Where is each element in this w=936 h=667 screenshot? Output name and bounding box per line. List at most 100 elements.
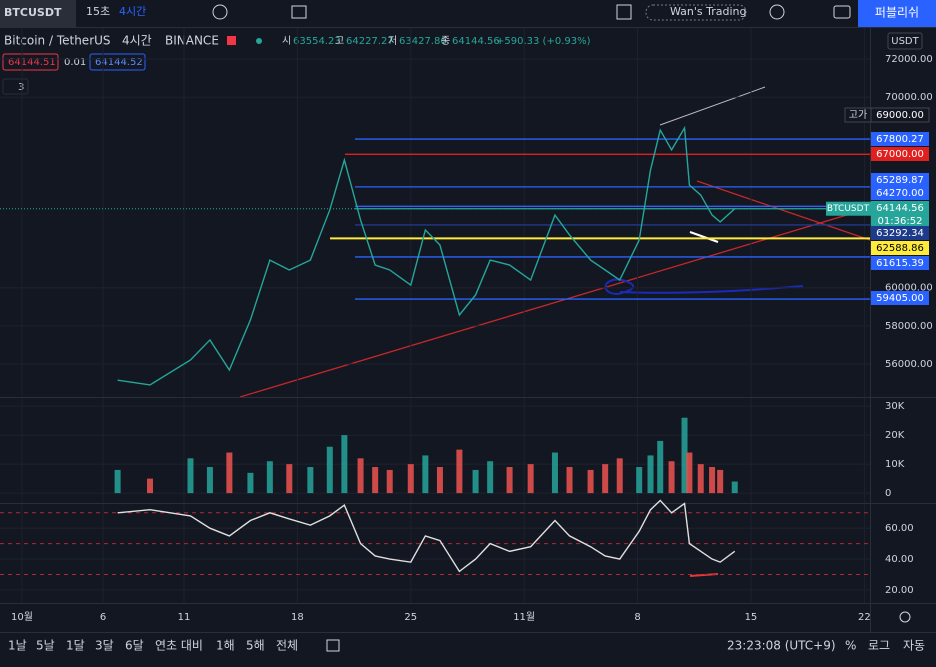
range-button[interactable]: 5해 <box>246 639 265 653</box>
x-tick-label: 11월 <box>513 611 535 623</box>
volume-bar <box>341 435 348 494</box>
volume-bar <box>407 464 414 494</box>
currency[interactable]: USDT <box>891 36 919 47</box>
publish-button[interactable] <box>858 0 936 27</box>
price-tag-label: 62588.86 <box>876 243 924 254</box>
high-tag <box>844 107 872 123</box>
ohlc-label: 시 <box>282 35 291 47</box>
y-tick-label: 30K <box>885 401 905 412</box>
volume-bar <box>506 467 513 494</box>
x-tick-label: 6 <box>100 612 106 623</box>
trend-line[interactable] <box>689 231 719 243</box>
y-tick-label: 58000.00 <box>885 321 933 332</box>
volume-bar <box>187 458 194 494</box>
price-tag <box>871 241 929 255</box>
scale-option[interactable]: % <box>845 639 856 653</box>
trend-line[interactable] <box>239 207 871 398</box>
volume-bar <box>668 461 675 494</box>
snapshot-icon[interactable] <box>833 5 851 19</box>
ohlc-label: 저 <box>388 35 397 47</box>
price-tag <box>871 256 929 270</box>
volume-bar <box>326 446 333 494</box>
volume-bar <box>357 458 364 494</box>
range-button[interactable]: 1해 <box>216 639 235 653</box>
ask[interactable]: 64144.52 <box>95 57 143 68</box>
toolbar-icons <box>212 4 851 20</box>
price-tag-label: 69000.00 <box>876 110 924 121</box>
volume-bar <box>527 464 534 494</box>
price-tag-label: 63292.34 <box>876 228 924 239</box>
interval[interactable]: 4시간 <box>119 5 146 18</box>
price-tag <box>871 226 929 240</box>
range-button[interactable]: 3달 <box>95 639 114 653</box>
range-button[interactable]: 5날 <box>36 639 55 653</box>
chart-type-icon[interactable] <box>291 5 307 19</box>
compare-icon[interactable] <box>326 639 340 652</box>
publish-label[interactable]: 퍼블리쉬 <box>875 6 919 20</box>
volume-bar <box>266 461 273 494</box>
indicator-count[interactable]: 3 <box>18 82 24 93</box>
bid-box[interactable] <box>2 53 59 71</box>
price-tag-label: 61615.39 <box>876 258 924 269</box>
range-button[interactable]: 1달 <box>66 639 85 653</box>
volume-bar <box>422 455 429 494</box>
ask-box[interactable] <box>89 53 146 71</box>
axis-settings[interactable] <box>899 611 911 623</box>
layout-icon[interactable] <box>616 4 632 20</box>
x-tick-label: 15 <box>745 612 758 623</box>
price-tag-label: 65289.87 <box>876 175 924 186</box>
layout-name[interactable]: Wan's Trading <box>670 5 747 18</box>
symbol-box[interactable] <box>0 0 76 27</box>
symbol[interactable]: BTCUSDT <box>4 6 62 19</box>
y-tick-label: 40.00 <box>885 554 914 565</box>
x-tick-label: 8 <box>634 612 640 623</box>
x-tick-label: 18 <box>291 612 304 623</box>
price-tag <box>871 132 929 146</box>
spread: 0.01 <box>64 57 86 68</box>
countdown: 01:36:52 <box>878 216 923 227</box>
flag[interactable] <box>227 36 236 45</box>
series-line <box>117 499 736 573</box>
layout-cloud[interactable] <box>645 4 747 21</box>
price-tag-label: 59405.00 <box>876 293 924 304</box>
x-tick-label: 11 <box>178 612 191 623</box>
settings-icon[interactable] <box>769 4 785 20</box>
y-tick-label: 56000.00 <box>885 359 933 370</box>
volume-bar <box>709 467 716 494</box>
ohlc-value: 63554.23 <box>293 36 341 47</box>
y-tick-label: 60.00 <box>885 523 914 534</box>
symbol-tag-label: BTCUSDT <box>827 204 870 214</box>
range-button[interactable]: 연초 대비 <box>155 639 203 653</box>
price-tag-label: 64144.56 <box>876 203 924 214</box>
volume-bar <box>636 467 643 494</box>
x-tick-label: 10월 <box>11 611 33 623</box>
range-button[interactable]: 전체 <box>276 639 298 653</box>
ohlc-label: 고 <box>335 36 344 47</box>
range-button[interactable]: 1날 <box>8 639 27 653</box>
add-icon[interactable] <box>212 4 228 20</box>
change: +590.33 (+0.93%) <box>496 36 591 47</box>
trend-line[interactable] <box>696 180 871 241</box>
volume-bar <box>616 458 623 494</box>
range-button[interactable]: 6달 <box>125 639 144 653</box>
volume-bar <box>472 469 479 494</box>
scale-option[interactable]: 로그 <box>868 639 890 653</box>
bid[interactable]: 64144.51 <box>8 57 56 68</box>
volume-bar <box>307 467 314 494</box>
ohlc-value: 64144.56 <box>452 36 500 47</box>
clock: 23:23:08 (UTC+9) <box>727 639 836 653</box>
symbol-tag <box>826 201 871 216</box>
series-line <box>117 125 736 386</box>
legend-interval: 4시간 <box>122 34 152 48</box>
volume-bar <box>657 440 664 494</box>
volume-bar <box>551 452 558 494</box>
currency-box[interactable] <box>887 32 923 50</box>
scale-option[interactable]: 자동 <box>903 639 925 653</box>
y-tick-label: 72000.00 <box>885 54 933 65</box>
volume-bar <box>286 464 293 494</box>
indicator-toggle[interactable] <box>2 78 29 95</box>
ohlc-value: 64227.27 <box>346 36 394 47</box>
interval[interactable]: 15초 <box>86 5 110 18</box>
trend-line[interactable] <box>659 86 766 126</box>
